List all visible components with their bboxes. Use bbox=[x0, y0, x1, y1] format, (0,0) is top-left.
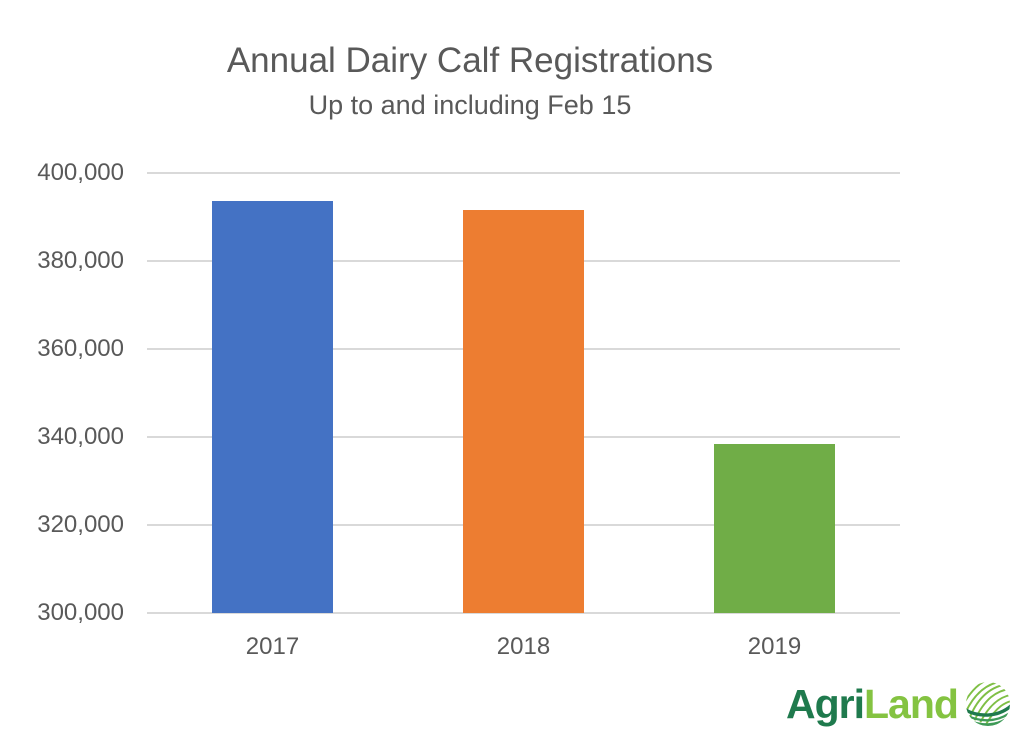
gridline bbox=[147, 612, 900, 614]
y-axis-tick-label: 360,000 bbox=[37, 335, 124, 362]
y-axis-tick-label: 320,000 bbox=[37, 511, 124, 538]
chart-subtitle: Up to and including Feb 15 bbox=[308, 90, 632, 120]
y-axis-tick-label: 340,000 bbox=[37, 423, 124, 450]
y-axis-tick-label: 300,000 bbox=[37, 599, 124, 626]
x-axis-label: 2017 bbox=[245, 633, 300, 660]
x-axis-label: 2018 bbox=[496, 633, 551, 660]
agriland-logo: Agri Land bbox=[786, 678, 1011, 730]
agriland-logo-text-land: Land bbox=[864, 680, 959, 727]
bar-2019 bbox=[714, 444, 835, 613]
x-axis-label: 2019 bbox=[747, 633, 802, 660]
field-sphere-icon bbox=[965, 681, 1010, 727]
agriland-logo-text-agri: Agri bbox=[786, 680, 865, 727]
plot-area bbox=[147, 172, 900, 614]
gridline bbox=[147, 172, 900, 174]
chart-title: Annual Dairy Calf Registrations bbox=[226, 41, 714, 80]
y-axis-tick-label: 400,000 bbox=[37, 159, 124, 186]
bar-2017 bbox=[212, 201, 333, 613]
y-axis-tick-label: 380,000 bbox=[37, 247, 124, 274]
bar-2018 bbox=[463, 209, 584, 613]
